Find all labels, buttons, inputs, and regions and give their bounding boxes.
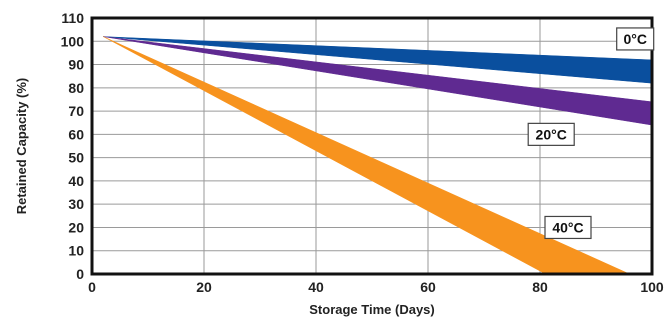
y-tick-label: 10 (68, 243, 84, 259)
series-label-40CC: 40°C (544, 215, 592, 240)
y-tick-label: 80 (68, 80, 84, 96)
y-tick-label: 70 (68, 103, 84, 119)
y-tick-label: 40 (68, 173, 84, 189)
series-label-text: 20°C (536, 126, 567, 142)
y-tick-label: 110 (61, 10, 84, 26)
series-label-box (527, 122, 575, 146)
y-tick-label: 50 (68, 150, 84, 166)
x-tick-label: 60 (420, 279, 436, 295)
y-tick-label: 90 (68, 57, 84, 73)
x-tick-label: 80 (532, 279, 548, 295)
y-tick-label: 30 (68, 196, 84, 212)
y-tick-label: 0 (76, 266, 84, 282)
plot-frame (90, 16, 654, 276)
y-tick-label: 100 (61, 33, 85, 49)
y-axis-ticks: 0 10 20 30 40 50 60 70 80 90 100 110 (61, 10, 85, 282)
series-labels: 0°C 20°C 40°C (527, 27, 655, 240)
x-tick-label: 20 (196, 279, 212, 295)
series-label-20CC: 20°C (527, 122, 575, 146)
x-tick-label: 100 (640, 279, 664, 295)
y-axis-title: Retained Capacity (%) (14, 78, 29, 215)
x-tick-label: 40 (308, 279, 324, 295)
series-label-text: 40°C (552, 219, 583, 235)
series-label-0CC: 0°C (616, 27, 655, 51)
y-tick-label: 20 (68, 219, 84, 235)
x-tick-label: 0 (88, 279, 96, 295)
series-label-text: 0°C (623, 31, 647, 47)
series-label-box (544, 215, 592, 240)
y-tick-label: 60 (68, 126, 84, 142)
x-axis-title: Storage Time (Days) (309, 302, 434, 317)
series-label-box (616, 27, 655, 51)
x-axis-ticks: 0 20 40 60 80 100 (88, 279, 664, 295)
